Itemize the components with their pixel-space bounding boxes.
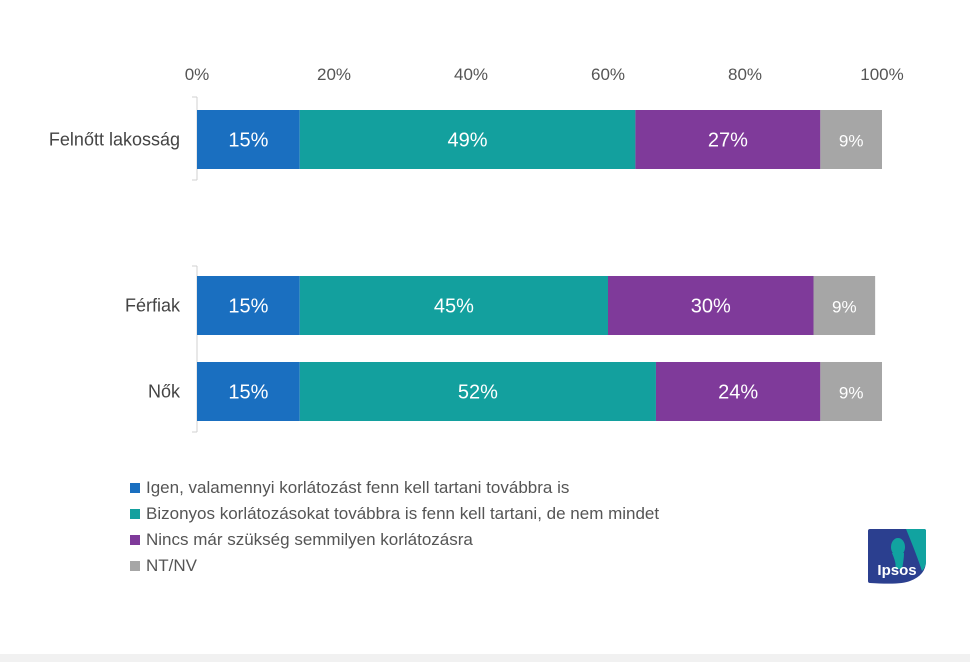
data-label: 15% <box>228 296 268 318</box>
data-label: 24% <box>718 382 758 404</box>
x-tick-label: 100% <box>860 65 903 84</box>
bar-segment <box>299 276 608 335</box>
legend-item: NT/NV <box>130 553 659 579</box>
category-label: Felnőtt lakosság <box>49 130 180 150</box>
legend-label: Bizonyos korlátozásokat továbbra is fenn… <box>146 504 660 523</box>
legend-label: Igen, valamennyi korlátozást fenn kell t… <box>146 478 570 497</box>
data-label: 30% <box>691 296 731 318</box>
legend-swatch <box>130 509 140 519</box>
category-label: Férfiak <box>125 296 181 316</box>
data-label: 9% <box>839 132 864 151</box>
data-label: 15% <box>228 382 268 404</box>
bar-segment <box>820 110 882 169</box>
legend-item: Nincs már szükség semmilyen korlátozásra <box>130 527 659 553</box>
bar-segment <box>299 110 636 169</box>
legend-label: NT/NV <box>146 556 197 575</box>
legend-swatch <box>130 561 140 571</box>
x-tick-label: 80% <box>728 65 762 84</box>
data-label: 52% <box>458 382 498 404</box>
legend-label: Nincs már szükség semmilyen korlátozásra <box>146 530 473 549</box>
legend: Igen, valamennyi korlátozást fenn kell t… <box>130 475 659 579</box>
logo-text: Ipsos <box>877 562 917 579</box>
x-tick-label: 40% <box>454 65 488 84</box>
bar-segment <box>299 362 656 421</box>
bar-segment <box>820 362 882 421</box>
data-label: 45% <box>434 296 474 318</box>
legend-item: Igen, valamennyi korlátozást fenn kell t… <box>130 475 659 501</box>
bottom-band <box>0 654 970 662</box>
bar-segment <box>197 110 300 169</box>
bar-segment <box>197 276 300 335</box>
legend-item: Bizonyos korlátozásokat továbbra is fenn… <box>130 501 659 527</box>
legend-swatch <box>130 535 140 545</box>
bar-segment <box>655 362 821 421</box>
data-label: 27% <box>708 130 748 152</box>
x-tick-label: 60% <box>591 65 625 84</box>
data-label: 15% <box>228 130 268 152</box>
category-label: Nők <box>148 382 181 402</box>
x-tick-label: 0% <box>185 65 210 84</box>
data-label: 9% <box>832 298 857 317</box>
x-tick-label: 20% <box>317 65 351 84</box>
bar-segment <box>197 362 300 421</box>
bar-segment <box>813 276 876 335</box>
data-label: 9% <box>839 384 864 403</box>
bar-segment <box>635 110 821 169</box>
bar-segment <box>608 276 814 335</box>
data-label: 49% <box>448 130 488 152</box>
legend-swatch <box>130 483 140 493</box>
ipsos-logo: Ipsos <box>866 527 928 585</box>
